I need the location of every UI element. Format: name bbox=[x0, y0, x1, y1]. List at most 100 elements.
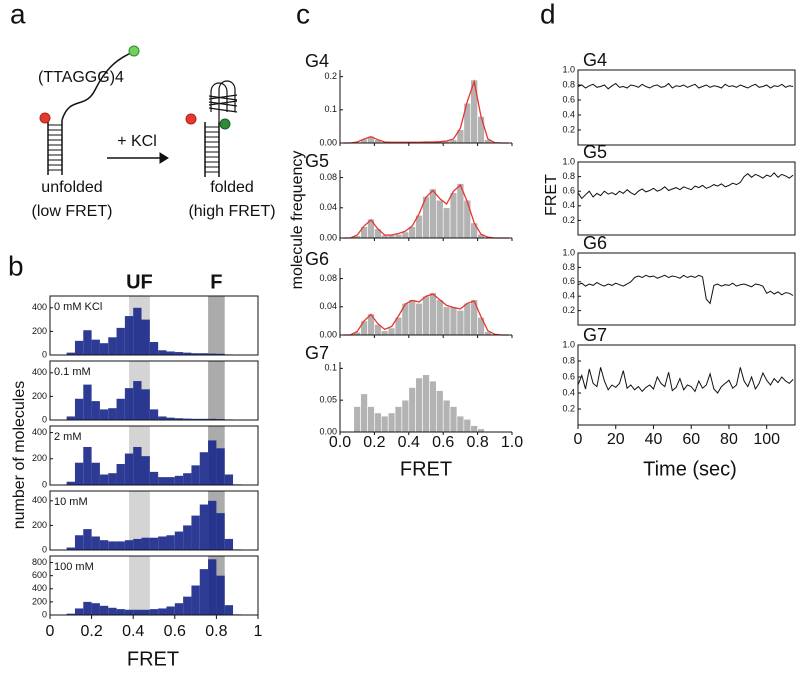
y-tick-label: 0.6 bbox=[562, 276, 575, 286]
bar bbox=[124, 388, 134, 420]
bar bbox=[456, 415, 465, 433]
y-tick-label: 0.8 bbox=[562, 171, 575, 181]
bar bbox=[141, 537, 150, 550]
band bbox=[129, 491, 150, 550]
x-tick-label: 40 bbox=[645, 431, 663, 448]
overhang bbox=[61, 51, 134, 121]
y-tick-label: 0.05 bbox=[319, 395, 337, 405]
bar bbox=[415, 377, 423, 433]
bar bbox=[408, 387, 416, 433]
bar bbox=[99, 343, 109, 355]
bar bbox=[442, 207, 451, 239]
y-tick-label: 400 bbox=[32, 427, 47, 437]
bar bbox=[108, 541, 117, 550]
x-tick-label: 0.4 bbox=[398, 434, 420, 451]
bar bbox=[374, 412, 382, 433]
subplot-name: G6 bbox=[305, 249, 329, 269]
bar bbox=[66, 613, 75, 615]
x-axis-label: Time (sec) bbox=[643, 458, 737, 480]
x-tick-label: 100 bbox=[753, 431, 780, 448]
bar bbox=[353, 406, 361, 433]
subplot-name: G4 bbox=[583, 50, 607, 70]
y-tick-label: 200 bbox=[32, 391, 47, 401]
subplot-name: G4 bbox=[305, 51, 329, 71]
bar bbox=[158, 608, 167, 615]
bar bbox=[408, 299, 416, 336]
bar bbox=[360, 393, 368, 433]
y-tick-label: 0.00 bbox=[319, 426, 337, 436]
y-tick-label: 0.1 bbox=[324, 104, 337, 114]
frame bbox=[577, 69, 796, 146]
bar bbox=[133, 381, 142, 420]
quadruplex bbox=[208, 80, 238, 122]
bar bbox=[83, 384, 92, 420]
panel-letter: b bbox=[8, 250, 24, 281]
bar bbox=[83, 529, 92, 550]
bar bbox=[116, 609, 125, 615]
bar bbox=[442, 399, 451, 433]
bar bbox=[108, 473, 117, 485]
bar bbox=[99, 605, 109, 615]
band-label: UF bbox=[126, 271, 153, 293]
y-axis-label: number of molecules bbox=[11, 381, 28, 530]
bar bbox=[191, 585, 200, 615]
subplot-name: G6 bbox=[583, 233, 607, 253]
bar bbox=[174, 531, 184, 550]
bar bbox=[436, 299, 444, 336]
bar bbox=[108, 408, 117, 420]
y-tick-label: 0.6 bbox=[562, 371, 575, 381]
bar bbox=[216, 575, 225, 615]
bar bbox=[99, 474, 109, 485]
bar bbox=[429, 380, 437, 433]
bar bbox=[141, 456, 150, 485]
bar bbox=[133, 609, 142, 615]
bar bbox=[429, 292, 437, 336]
bar bbox=[208, 418, 217, 420]
bar bbox=[183, 525, 192, 550]
x-tick-label: 0 bbox=[574, 431, 583, 448]
state-label: folded bbox=[210, 179, 254, 196]
bar bbox=[108, 607, 117, 615]
y-tick-label: 0 bbox=[42, 609, 47, 619]
y-axis-label: molecule frequency bbox=[289, 151, 306, 290]
bar bbox=[422, 374, 430, 433]
bar bbox=[183, 418, 192, 420]
frame bbox=[577, 344, 796, 426]
y-tick-label: 0.2 bbox=[562, 305, 575, 315]
x-tick-label: 60 bbox=[682, 431, 700, 448]
bar bbox=[442, 306, 451, 336]
bar bbox=[99, 409, 109, 420]
bar bbox=[116, 398, 125, 420]
subplot-name: G5 bbox=[305, 151, 329, 171]
bar bbox=[380, 330, 389, 336]
x-tick-label: 20 bbox=[607, 431, 625, 448]
bar bbox=[149, 409, 159, 420]
stem-rungs bbox=[48, 124, 62, 171]
x-tick-label: 1.0 bbox=[501, 434, 523, 451]
y-tick-label: 400 bbox=[32, 495, 47, 505]
bar bbox=[208, 500, 217, 550]
y-tick-label: 0.8 bbox=[562, 262, 575, 272]
x-tick-label: 0.2 bbox=[363, 434, 385, 451]
y-tick-label: 0.08 bbox=[319, 172, 337, 182]
bar bbox=[91, 339, 100, 355]
trace bbox=[577, 367, 794, 394]
bar bbox=[216, 353, 225, 355]
bar bbox=[158, 416, 167, 420]
bar bbox=[83, 330, 92, 355]
state-fret: (high FRET) bbox=[188, 203, 275, 220]
x-tick-label: 0.4 bbox=[122, 623, 144, 640]
bar bbox=[477, 116, 485, 144]
bar bbox=[149, 537, 159, 550]
bar bbox=[191, 465, 200, 485]
y-tick-label: 0.00 bbox=[319, 137, 337, 147]
bar bbox=[133, 307, 142, 355]
bar bbox=[470, 425, 478, 433]
trace bbox=[577, 274, 794, 305]
donor-dye bbox=[39, 112, 51, 124]
y-tick-label: 0.2 bbox=[562, 124, 575, 134]
frame bbox=[577, 161, 796, 236]
bar bbox=[199, 569, 209, 615]
bar bbox=[394, 406, 403, 433]
y-tick-label: 0.2 bbox=[562, 215, 575, 225]
